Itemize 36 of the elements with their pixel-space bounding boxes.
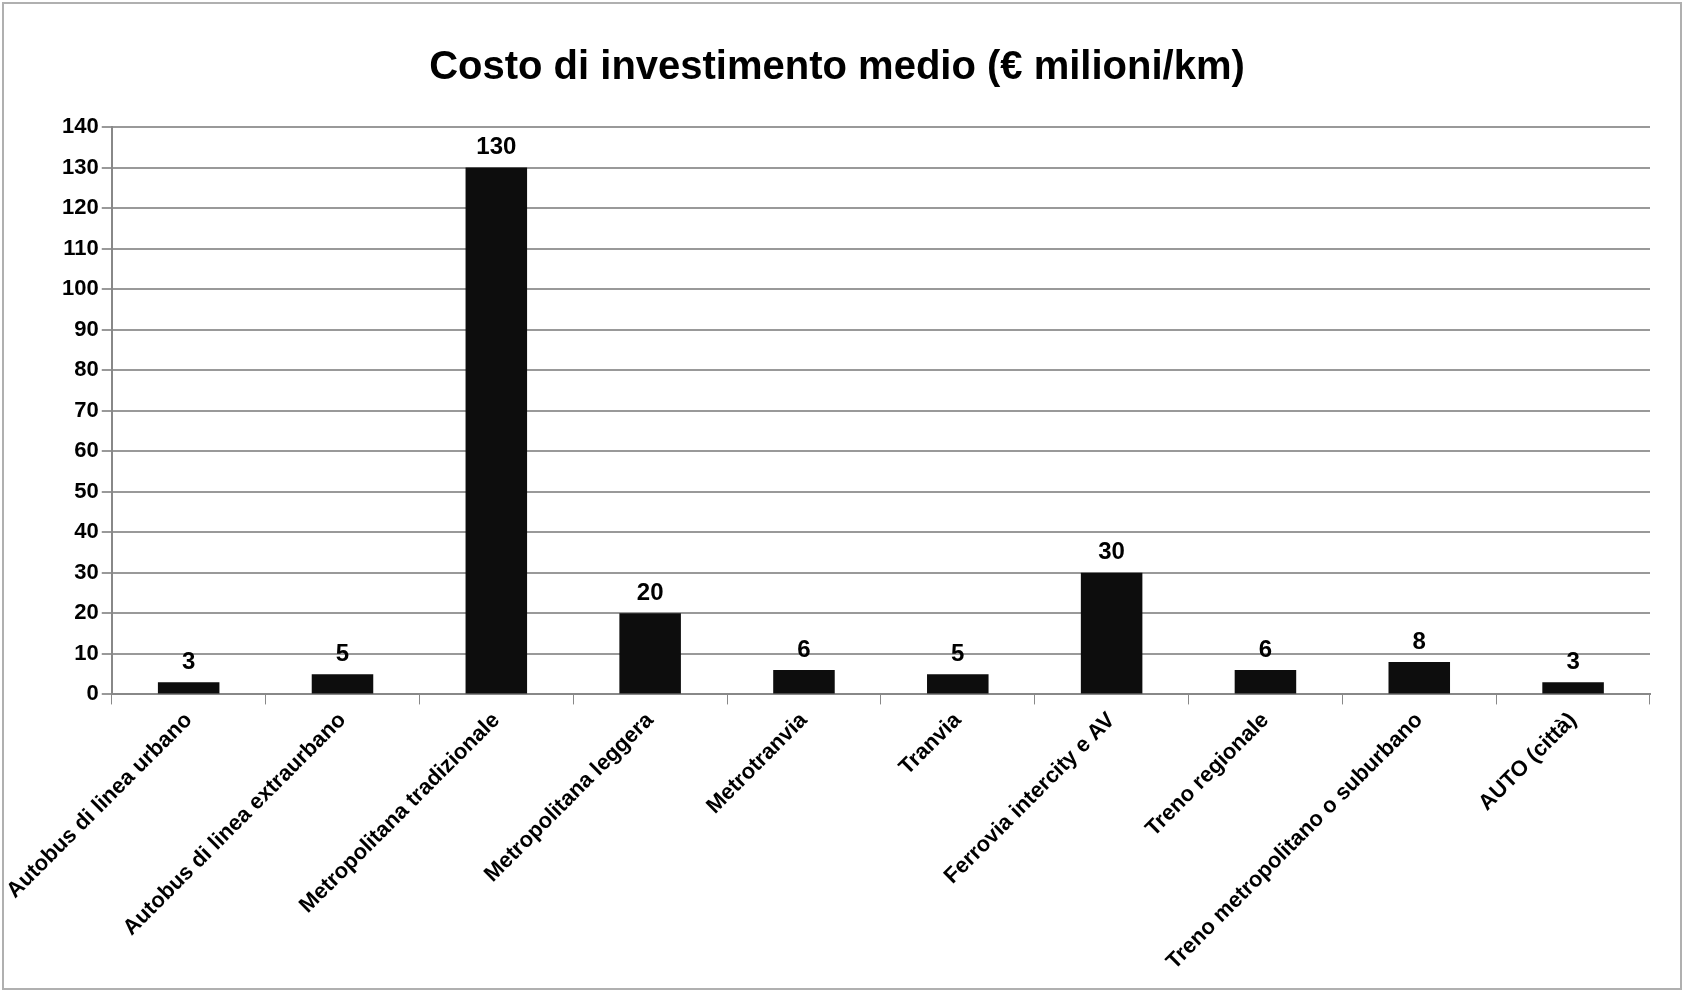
y-tick-label: 120: [62, 194, 99, 220]
chart-title: Costo di investimento medio (€ milioni/km): [429, 43, 1245, 88]
y-tick-label: 10: [74, 639, 99, 665]
bar: [619, 613, 681, 694]
y-tick-label: 130: [62, 153, 99, 179]
y-tick-label: 60: [74, 437, 99, 463]
bar: [465, 167, 528, 694]
data-label: 20: [636, 577, 664, 605]
y-tick-label: 80: [74, 356, 99, 382]
bar: [773, 670, 835, 694]
data-label: 6: [1258, 634, 1273, 662]
y-tick-label: 0: [86, 680, 99, 706]
data-label: 8: [1412, 626, 1426, 654]
y-tick-label: 20: [74, 599, 99, 625]
y-tick-label: 90: [74, 315, 99, 341]
bar: [1388, 662, 1451, 694]
y-tick-label: 70: [74, 396, 99, 422]
bar: [1080, 572, 1143, 694]
bar: [157, 682, 220, 694]
bar: [1234, 670, 1297, 694]
data-label: 6: [797, 634, 811, 662]
data-label: 3: [181, 646, 196, 674]
y-tick-label: 30: [74, 558, 99, 584]
data-label: 30: [1098, 537, 1125, 565]
data-label: 5: [335, 638, 350, 666]
y-tick-label: 140: [62, 113, 99, 139]
data-label: 5: [951, 638, 965, 666]
y-tick-label: 100: [62, 275, 99, 301]
y-tick-label: 110: [63, 234, 99, 260]
y-tick-label: 40: [74, 518, 99, 544]
bar: [311, 674, 374, 694]
bar: [1542, 682, 1604, 694]
data-label: 3: [1566, 646, 1580, 674]
y-tick-label: 50: [74, 477, 99, 503]
bar: [927, 674, 989, 694]
data-label: 130: [476, 132, 517, 160]
